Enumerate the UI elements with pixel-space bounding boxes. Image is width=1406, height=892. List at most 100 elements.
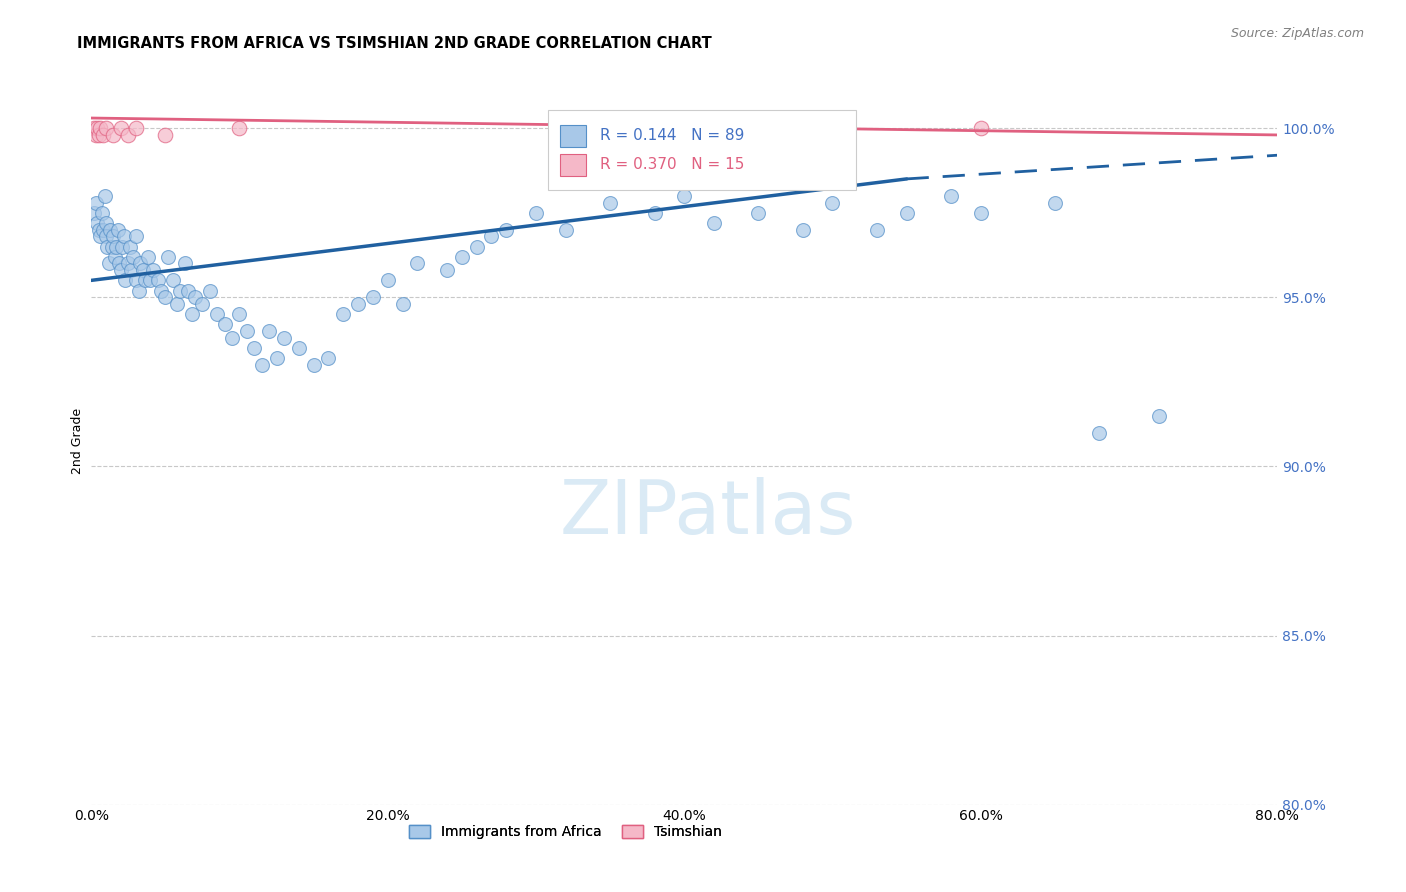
Point — [169, 284, 191, 298]
Point — [87, 222, 110, 236]
Point — [747, 205, 769, 219]
Point — [91, 128, 114, 142]
Point — [94, 229, 117, 244]
Point — [114, 273, 136, 287]
Point — [347, 297, 370, 311]
Point — [1043, 195, 1066, 210]
Point — [481, 229, 503, 244]
Point — [236, 324, 259, 338]
Legend: Immigrants from Africa, Tsimshian: Immigrants from Africa, Tsimshian — [404, 820, 728, 845]
Point — [1147, 409, 1170, 423]
FancyBboxPatch shape — [560, 153, 586, 176]
Point — [599, 121, 621, 136]
Point — [250, 358, 273, 372]
Point — [406, 256, 429, 270]
Point — [221, 331, 243, 345]
Point — [821, 195, 844, 210]
Text: R = 0.144   N = 89: R = 0.144 N = 89 — [600, 128, 744, 143]
Point — [228, 121, 250, 136]
Point — [243, 341, 266, 355]
Point — [146, 273, 169, 287]
Point — [214, 318, 236, 332]
Point — [104, 250, 127, 264]
Point — [302, 358, 325, 372]
Point — [86, 216, 108, 230]
Point — [108, 256, 131, 270]
Point — [118, 239, 141, 253]
Point — [257, 324, 280, 338]
Point — [866, 222, 889, 236]
Point — [970, 121, 993, 136]
Point — [112, 229, 135, 244]
Point — [93, 189, 115, 203]
Text: ZIPatlas: ZIPatlas — [560, 477, 856, 550]
Point — [228, 307, 250, 321]
Point — [391, 297, 413, 311]
Point — [117, 128, 139, 142]
Point — [107, 222, 129, 236]
Point — [83, 121, 105, 136]
Point — [318, 351, 340, 366]
Point — [83, 205, 105, 219]
Point — [100, 222, 122, 236]
Point — [105, 239, 128, 253]
Point — [1088, 425, 1111, 440]
Point — [157, 250, 180, 264]
Point — [121, 250, 143, 264]
Point — [162, 273, 184, 287]
Point — [149, 284, 172, 298]
Point — [129, 256, 152, 270]
Point — [110, 263, 132, 277]
Point — [94, 121, 117, 136]
Point — [136, 250, 159, 264]
Point — [644, 205, 666, 219]
Point — [198, 284, 221, 298]
Point — [101, 239, 124, 253]
Point — [111, 239, 134, 253]
Point — [89, 229, 111, 244]
Point — [134, 273, 156, 287]
Point — [792, 222, 814, 236]
FancyBboxPatch shape — [548, 111, 856, 190]
Point — [191, 297, 214, 311]
Point — [465, 239, 488, 253]
Point — [139, 273, 162, 287]
Point — [155, 128, 177, 142]
Point — [524, 205, 547, 219]
Point — [94, 216, 117, 230]
Point — [84, 128, 107, 142]
Point — [91, 222, 114, 236]
Point — [128, 284, 150, 298]
Point — [103, 229, 125, 244]
Point — [166, 297, 188, 311]
Point — [120, 263, 142, 277]
Point — [132, 263, 155, 277]
Point — [103, 128, 125, 142]
Point — [173, 256, 195, 270]
Text: Source: ZipAtlas.com: Source: ZipAtlas.com — [1230, 27, 1364, 40]
Point — [124, 273, 146, 287]
Point — [184, 290, 207, 304]
Point — [970, 205, 993, 219]
Point — [124, 229, 146, 244]
Point — [287, 341, 309, 355]
Point — [273, 331, 295, 345]
Y-axis label: 2nd Grade: 2nd Grade — [72, 408, 84, 474]
Point — [266, 351, 288, 366]
Point — [142, 263, 165, 277]
Point — [361, 290, 384, 304]
Point — [90, 205, 112, 219]
Point — [86, 121, 108, 136]
Point — [87, 128, 110, 142]
Point — [205, 307, 228, 321]
Point — [96, 239, 118, 253]
Point — [673, 189, 696, 203]
Point — [599, 195, 621, 210]
Point — [98, 256, 121, 270]
Point — [155, 290, 177, 304]
Point — [124, 121, 146, 136]
Point — [939, 189, 962, 203]
Point — [436, 263, 458, 277]
Point — [554, 222, 576, 236]
Point — [181, 307, 204, 321]
